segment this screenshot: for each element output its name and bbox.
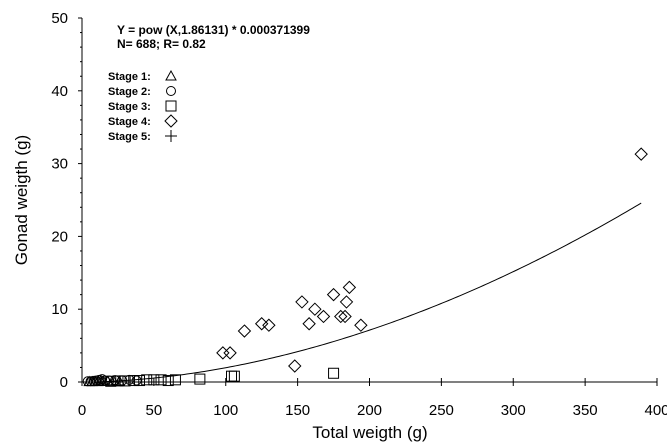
data-point-square [148,374,160,386]
fit-equation: Y = pow (X,1.86131) * 0.000371399 [117,23,310,37]
legend-label: Stage 5: [108,131,151,143]
legend-marker-diamond [164,114,178,128]
data-point-diamond [216,346,230,360]
data-point-square [134,375,145,387]
data-point-square [169,374,181,386]
data-point-square [112,375,124,387]
data-point-diamond [237,324,252,338]
x-tick-label: 300 [501,402,526,419]
x-ticks: 0 50 100 150 200 250 300 350 400 [78,378,667,419]
data-point-diamond [354,318,368,332]
data-point-square [128,375,140,387]
y-tick-label: 30 [51,156,68,173]
x-axis-label: Total weigth (g) [312,423,427,442]
data-point-square [141,374,153,386]
data-point-diamond [223,346,237,360]
data-point-diamond [262,318,276,332]
data-point-diamond [338,309,352,324]
legend-label: Stage 4: [108,116,151,128]
legend-marker-plus [165,130,177,142]
data-point-diamond [326,287,341,302]
legend-marker-square [165,100,177,112]
data-marks [82,147,648,387]
data-point-square [155,374,167,386]
data-point-diamond [295,295,309,309]
data-point-diamond [316,309,331,324]
x-tick-label: 200 [357,402,382,419]
x-tick-label: 150 [285,402,310,419]
data-point-circle [97,374,108,385]
data-point-diamond [302,317,316,331]
y-ticks: 0 10 20 30 40 50 [51,10,82,391]
legend-marker-circle [166,86,176,96]
y-tick-label: 50 [51,10,68,27]
data-point-diamond [339,295,354,309]
sample-stats: N= 688; R= 0.82 [117,37,206,51]
x-tick-label: 250 [429,402,454,419]
legend-label: Stage 3: [108,101,151,113]
data-point-diamond [342,280,357,295]
y-tick-label: 40 [51,83,68,100]
data-point-square [105,375,117,387]
data-point-triangle [113,375,126,386]
x-tick-label: 100 [213,402,238,419]
data-point-diamond [334,309,348,324]
data-point-square [328,367,340,379]
data-point-square [119,375,131,387]
data-point-diamond [288,359,302,373]
x-tick-label: 350 [573,402,598,419]
data-point-square [194,373,206,385]
legend-label: Stage 1: [108,71,151,83]
legend-marker-triangle [165,69,177,81]
data-point-square [228,370,240,382]
data-point-square [162,375,174,387]
x-tick-label: 50 [146,402,163,419]
data-point-diamond [634,147,648,161]
x-tick-label: 0 [78,402,86,419]
y-tick-label: 10 [51,301,68,318]
x-tick-label: 400 [644,402,667,419]
legend-label: Stage 2: [108,86,151,98]
data-point-diamond [308,302,322,316]
axes [81,18,657,383]
fit-curve [83,202,642,383]
y-tick-label: 20 [51,228,68,245]
data-point-circle [100,375,110,386]
data-point-square [226,370,237,382]
legend: Stage 1: Stage 2: Stage 3: Stage 4: Stage 5: [108,69,178,143]
y-axis-label: Gonad weigth (g) [12,135,31,265]
y-tick-label: 0 [60,374,68,391]
